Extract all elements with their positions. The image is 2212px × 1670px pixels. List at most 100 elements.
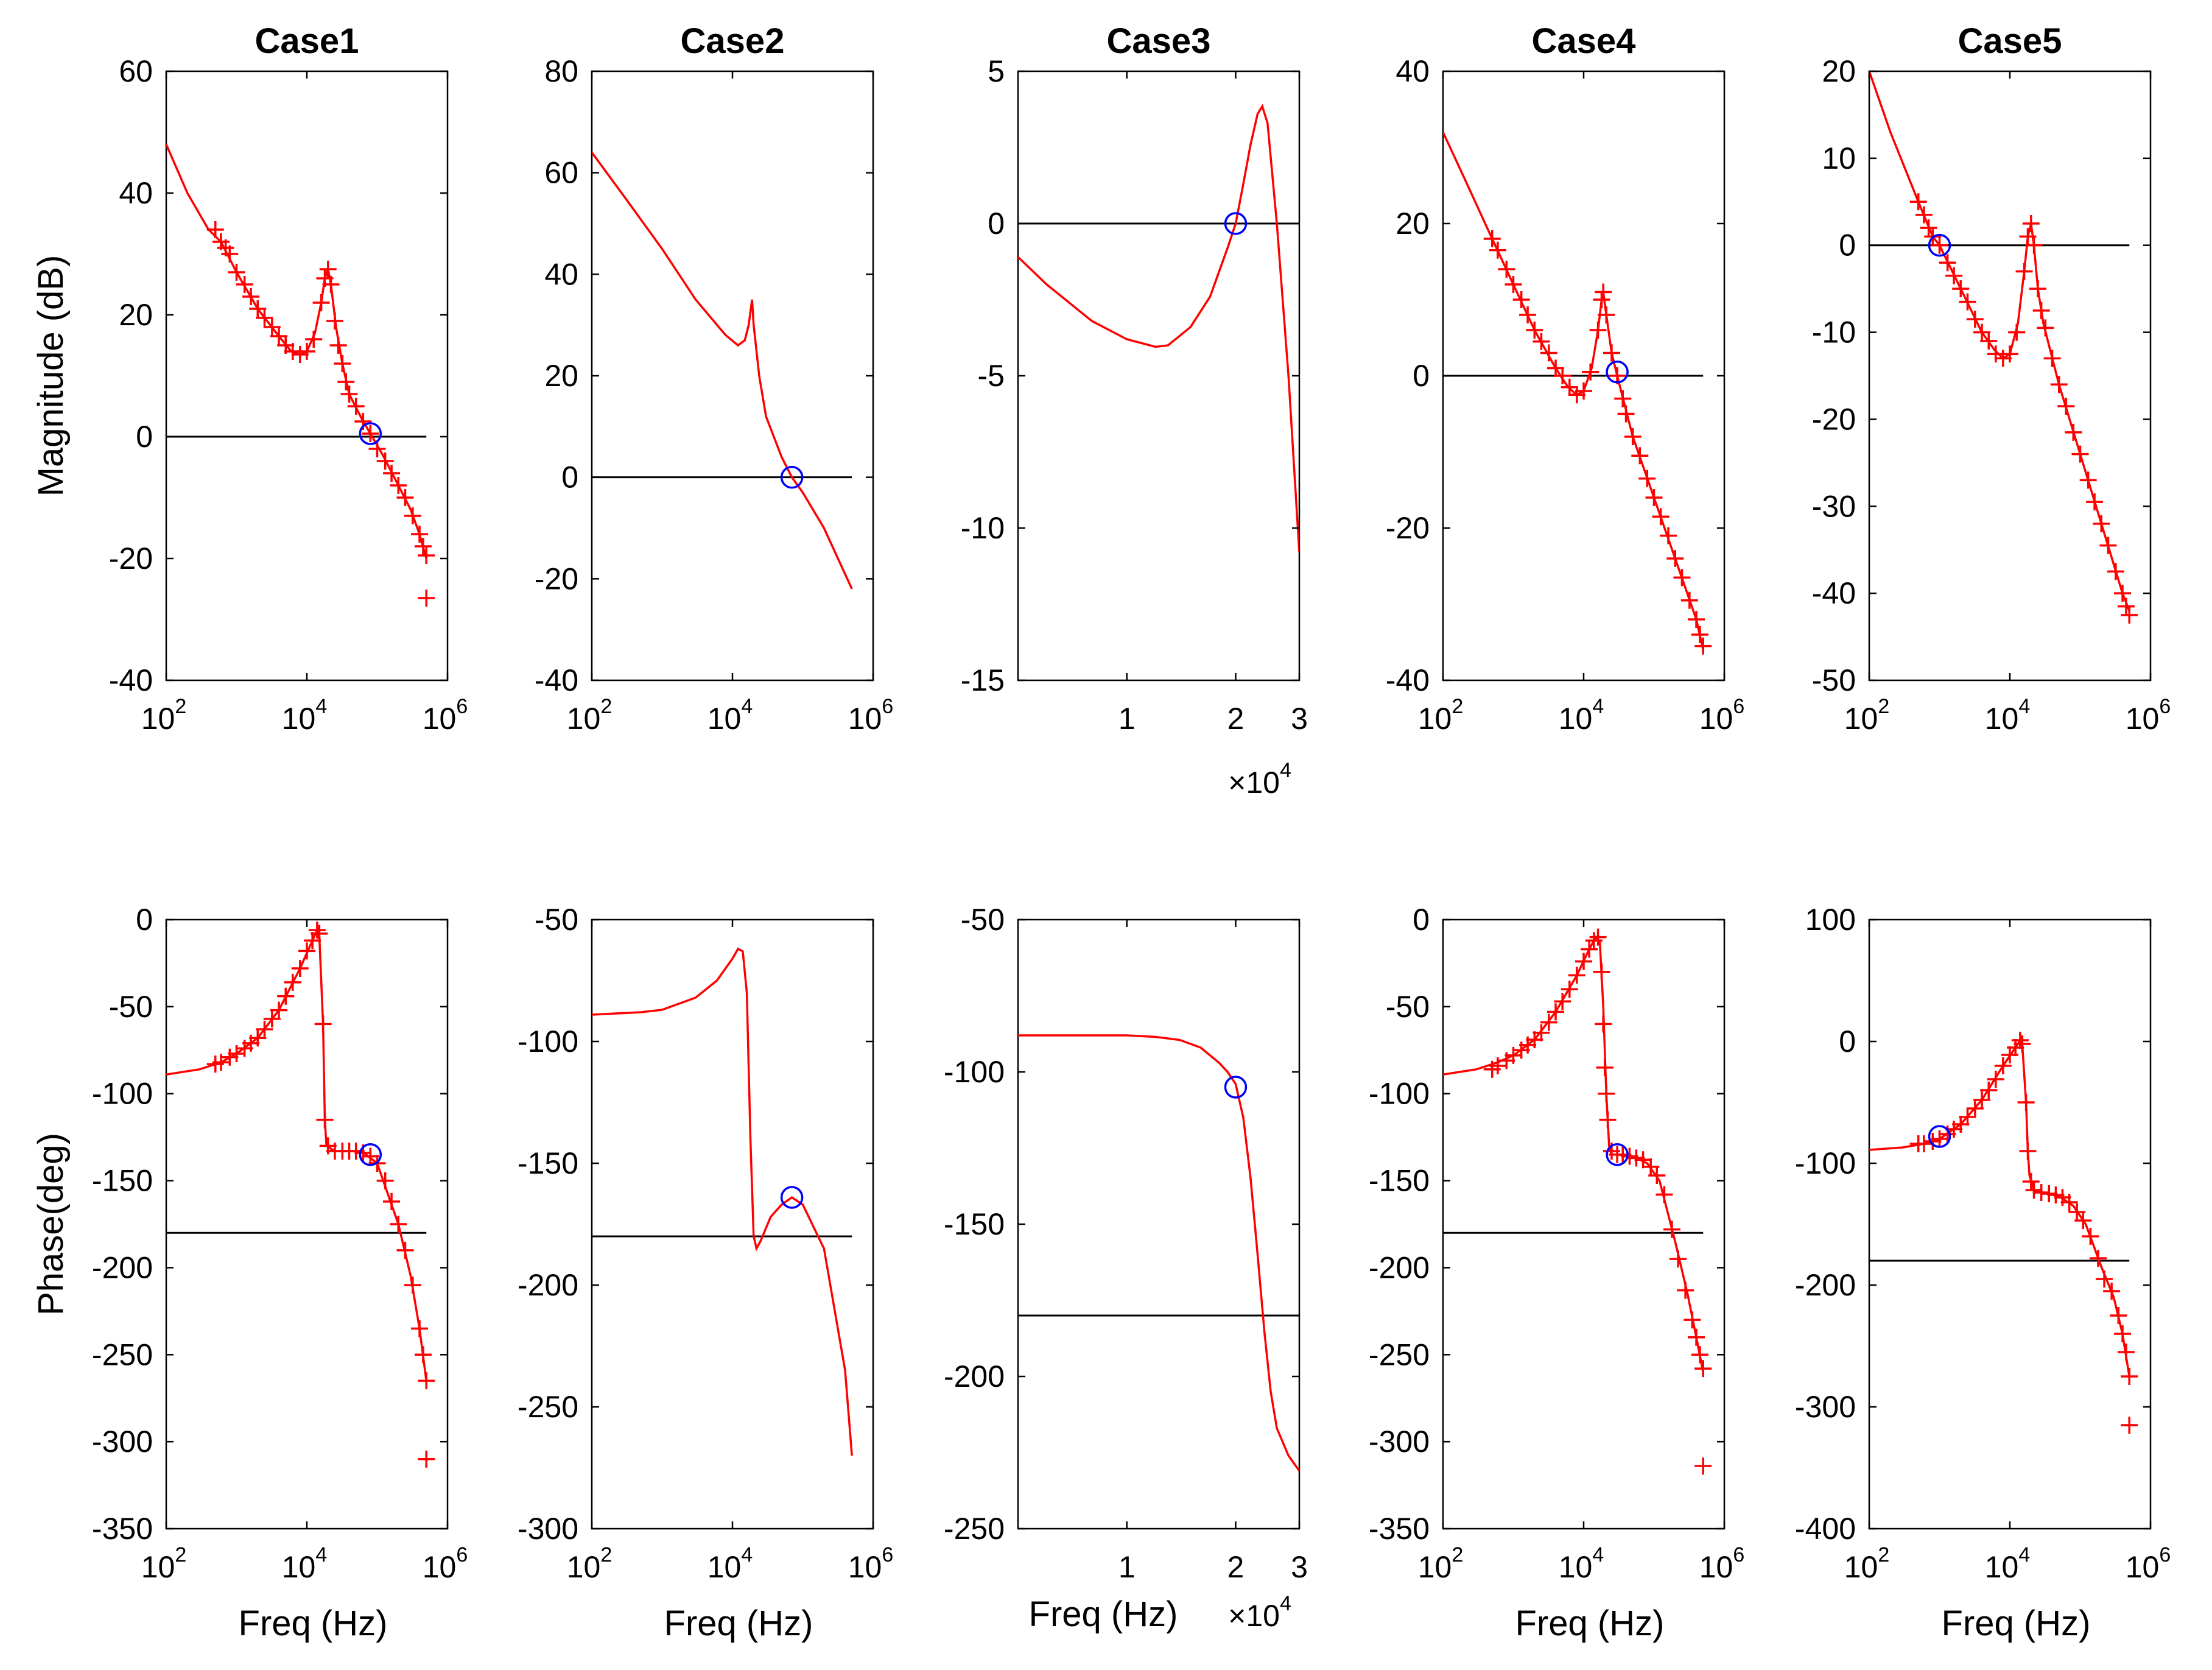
plus-marker (2079, 471, 2097, 489)
plus-marker (1489, 1057, 1506, 1074)
plus-marker (362, 425, 379, 442)
crossover-circle (1606, 1143, 1629, 1166)
plus-marker (414, 538, 432, 555)
plus-marker (2071, 445, 2089, 463)
plus-marker (2008, 323, 2026, 341)
y-tick-label: -100 (1369, 1077, 1430, 1111)
plus-marker (256, 1021, 273, 1038)
plus-marker (1598, 1085, 1615, 1102)
plus-marker (1483, 230, 1501, 247)
plus-marker (376, 1172, 394, 1189)
y-tick-label: 40 (544, 257, 578, 291)
plus-marker (319, 261, 337, 278)
plus-marker (228, 264, 245, 281)
y-tick-label: -250 (944, 1512, 1005, 1546)
data-layer (1018, 104, 1299, 553)
plus-marker (1603, 344, 1620, 362)
y-tick-label: -40 (1812, 576, 1856, 610)
crossover-circle (1224, 212, 1248, 235)
plus-marker (414, 1346, 432, 1364)
plus-marker (1554, 367, 1571, 384)
plus-marker (1526, 1031, 1543, 1049)
plus-marker (316, 1111, 334, 1129)
x-tick-label: 1 (1118, 702, 1136, 736)
y-tick-label: 20 (1822, 54, 1856, 88)
plus-marker (2019, 228, 2037, 245)
x-tick-label: 106 (848, 1543, 894, 1584)
plus-marker (2107, 563, 2124, 580)
plus-marker (1581, 940, 1598, 958)
x-tick-label: 102 (141, 695, 187, 736)
plus-marker (2014, 1035, 2031, 1052)
y-tick-label: -200 (92, 1250, 153, 1284)
plus-marker (2110, 1307, 2127, 1324)
y-tick-label: -300 (92, 1425, 153, 1459)
plot-area (1017, 918, 1301, 1530)
x-tick-label: 3 (1291, 702, 1308, 736)
x-tick-label: 102 (1418, 695, 1464, 736)
response-curve (1018, 1034, 1299, 1472)
response-curve (592, 152, 853, 590)
plus-marker (1939, 254, 1956, 272)
y-tick-label: -250 (518, 1390, 578, 1424)
plus-marker (1554, 993, 1571, 1010)
plus-marker (263, 319, 281, 336)
plus-marker (1952, 280, 1970, 298)
plot-area (591, 918, 874, 1530)
response-curve (1443, 935, 1704, 1373)
plus-marker (2086, 493, 2104, 511)
plus-marker (2103, 1283, 2121, 1300)
plus-marker (1688, 1328, 1705, 1346)
plot-title: Case3 (1107, 21, 1211, 61)
subplot-case4-phase: -350 -300 -250 -200 -150 -100 -50 0 102 104 106 Fre… (1369, 903, 1744, 1643)
plus-marker (1540, 1013, 1557, 1031)
subplot-case5-phase: -400 -300 -200 -100 0 100 102 104 106 Freq (Hz) (1795, 903, 2171, 1643)
data-layer (1018, 1034, 1299, 1472)
plus-marker (376, 453, 394, 470)
plus-marker (1575, 382, 1592, 400)
data-layer (1869, 71, 2138, 624)
y-tick-label: -20 (1386, 511, 1430, 545)
x-exponent-label: ×104 (1228, 1592, 1291, 1633)
plot-title: Case2 (681, 21, 785, 61)
plus-marker (1634, 1151, 1652, 1169)
y-tick-label: 5 (988, 54, 1005, 88)
plus-marker (1663, 1221, 1680, 1238)
x-tick-label: 106 (1699, 695, 1745, 736)
plus-marker (337, 373, 355, 390)
plot-area (1442, 918, 1726, 1530)
plus-marker (2114, 585, 2132, 602)
subplot-case3-magnitude: Case3 -15 -10 -5 0 5 1 2 3×104 (961, 21, 1308, 800)
plus-marker (383, 465, 401, 482)
plus-marker (1666, 550, 1684, 567)
y-tick-label: -40 (535, 663, 578, 697)
plus-marker (2057, 398, 2075, 415)
plus-marker (2032, 1184, 2050, 1201)
x-tick-label: 102 (567, 695, 613, 736)
plus-marker (2060, 1194, 2078, 1211)
plus-marker (1642, 1158, 1660, 1175)
plus-marker (1694, 1360, 1712, 1378)
y-tick-label: 20 (544, 359, 578, 393)
y-tick-label: -50 (1386, 990, 1430, 1024)
plot-title: Case1 (255, 21, 359, 61)
plus-marker (2117, 597, 2135, 615)
plus-marker (2074, 1212, 2092, 1229)
y-axis-label: Phase(deg) (31, 1133, 71, 1316)
plus-marker (270, 1001, 288, 1019)
plus-marker (1582, 363, 1599, 381)
y-tick-label: -300 (1795, 1390, 1856, 1424)
plus-marker (221, 245, 239, 262)
x-tick-label: 102 (141, 1543, 187, 1584)
y-tick-label: -100 (1795, 1146, 1856, 1180)
plus-marker (2037, 319, 2054, 337)
plus-marker (418, 547, 435, 564)
y-tick-label: 20 (1396, 206, 1430, 241)
plus-marker (1652, 508, 1670, 526)
crossover-circle (359, 422, 382, 445)
x-tick-label: 1 (1118, 1550, 1136, 1584)
plus-marker (1575, 953, 1592, 970)
plot-area (1017, 70, 1301, 682)
subplot-case1-phase: -350 -300 -250 -200 -150 -100 -50 0 102 104 106 Pha… (31, 903, 468, 1643)
plus-marker (2029, 280, 2046, 298)
